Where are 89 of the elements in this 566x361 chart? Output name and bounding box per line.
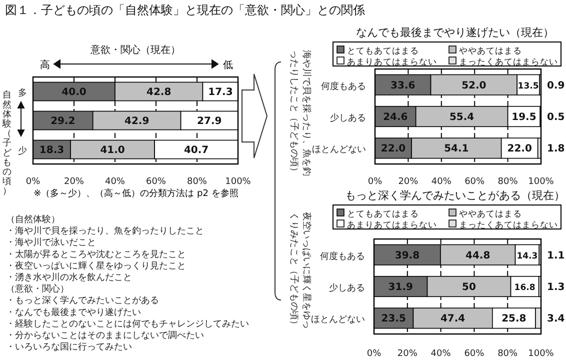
text: ・もっと深く学んでみたいことがある: [6, 295, 159, 306]
legend-label: あまりあてはまらない: [347, 220, 437, 230]
legend-label: まったくあてはまらない: [459, 220, 558, 230]
data-label: 19.5: [512, 112, 536, 123]
data-label: 50: [462, 282, 476, 293]
data-label: 1.1: [547, 250, 565, 262]
legend-label: ややあてはまる: [459, 46, 522, 56]
data-label: 44.8: [466, 250, 490, 262]
legend-label: ややあてはまる: [459, 210, 522, 220]
data-label: 1.3: [547, 282, 565, 293]
x-tick-label: 60%: [464, 177, 486, 187]
data-label: 14.3: [516, 251, 538, 262]
x-tick-label: 60%: [146, 177, 166, 187]
x-tick-label: 0%: [26, 177, 41, 187]
text: ・経験したことのないことには何でもチャレンジしてみたい: [6, 318, 249, 330]
x-tick-label: 100%: [528, 177, 554, 187]
data-label: 1.8: [547, 144, 565, 155]
x-tick-label: 40%: [430, 349, 452, 359]
x-tick-label: 20%: [64, 177, 84, 187]
data-label: 39.8: [394, 250, 420, 262]
data-label: 25.8: [502, 314, 526, 325]
chart-title: 図１．子どもの頃の「自然体験」と現在の「意欲・関心」との関係: [5, 3, 365, 17]
data-label: 13.5: [518, 81, 539, 92]
y-tick-label: 少: [18, 146, 27, 156]
text: （意欲・関心）: [6, 284, 69, 295]
x-axis-title: 意欲・関心（現在）: [90, 44, 180, 56]
legend-label: とてもあてはまる: [347, 210, 419, 220]
text: 低: [223, 60, 233, 71]
data-label: 22.0: [380, 144, 406, 155]
y-tick-label: 何度もある: [321, 80, 366, 92]
y-tick-label: ほとんどない: [311, 315, 365, 326]
x-tick-label: 0%: [368, 177, 383, 187]
data-label: 22.0: [507, 144, 532, 155]
x-tick-label: 40%: [104, 177, 126, 187]
data-label: 0.9: [547, 80, 565, 92]
y-axis-title: 夜空いっぱいに輝く星をゆっくりみたこと（子どもの頃）: [288, 212, 312, 329]
text: 高: [40, 59, 50, 71]
x-tick-label: 0%: [366, 349, 382, 359]
data-label: 54.1: [444, 144, 469, 155]
data-label: 24.6: [383, 112, 408, 123]
y-tick-label: 少しある: [329, 282, 365, 294]
chart-title: なんでも最後までやり遂げたい（現在）: [356, 26, 554, 39]
data-label: 41.0: [100, 145, 125, 156]
text: ・湧き水や川の水を飲んだこと: [6, 272, 132, 283]
text: （自然体験）: [6, 214, 60, 225]
data-label: 23.5: [381, 314, 406, 325]
data-label: 27.9: [197, 116, 222, 127]
legend-label: まったくあてはまらない: [459, 58, 558, 68]
y-tick-label: 何度もある: [320, 250, 365, 262]
text: ・海や川で泳いだこと: [6, 237, 96, 248]
data-label: 47.4: [440, 314, 466, 325]
x-tick-label: 80%: [498, 177, 518, 187]
x-tick-label: 80%: [186, 177, 208, 187]
data-label: 52.0: [462, 80, 486, 92]
data-label: 40.0: [62, 87, 86, 98]
legend-label: あまりあてはまらない: [347, 58, 437, 68]
data-label: 0.5: [547, 112, 565, 123]
text: ・なんでも最後までやり遂げたい: [6, 306, 141, 318]
text: ・いろいろな国に行ってみたい: [6, 342, 132, 353]
data-label: 17.3: [208, 87, 233, 98]
data-label: 42.9: [124, 116, 150, 127]
x-tick-label: 100%: [528, 349, 554, 359]
data-label: 55.4: [449, 112, 474, 123]
data-label: 42.8: [146, 87, 172, 98]
data-label: 3.4: [547, 314, 565, 325]
data-label: 29.2: [50, 116, 76, 127]
y-tick-label: 多: [18, 88, 27, 98]
x-tick-label: 60%: [464, 349, 485, 359]
x-tick-label: 80%: [498, 349, 518, 359]
legend-label: とてもあてはまる: [347, 46, 419, 56]
text: ・夜空いっぱいに輝く星をゆっくり見たこと: [6, 260, 186, 272]
x-tick-label: 100%: [225, 177, 252, 187]
data-label: 18.3: [39, 145, 64, 156]
y-tick-label: 少しある: [330, 112, 366, 124]
chart-title: もっと深く学んでみたいことがある（現在）: [345, 189, 565, 202]
data-label: 40.7: [184, 145, 209, 156]
text: ・海や川で貝を採ったり、魚を釣ったりしたこと: [6, 226, 204, 237]
text: 自然体験（子どもの頃）: [2, 90, 12, 197]
data-label: 31.9: [388, 282, 414, 293]
x-tick-label: 20%: [397, 349, 418, 359]
data-label: 33.6: [390, 80, 416, 92]
data-label: 16.8: [514, 283, 536, 293]
text: ・太陽が昇るところや沈むところを見たこと: [6, 248, 186, 260]
y-tick-label: ほとんどない: [312, 145, 366, 156]
x-tick-label: 20%: [398, 177, 419, 187]
text: ・分からないことはそのままにしないで調べたい: [6, 330, 204, 341]
text: ※（多～少）、（高～低）の分類方法は p2 を参照: [34, 188, 238, 199]
y-axis-title: 海や川で貝を採ったり、魚を釣ったりしたこと（子どもの頃）: [288, 50, 312, 176]
x-tick-label: 40%: [431, 177, 452, 187]
